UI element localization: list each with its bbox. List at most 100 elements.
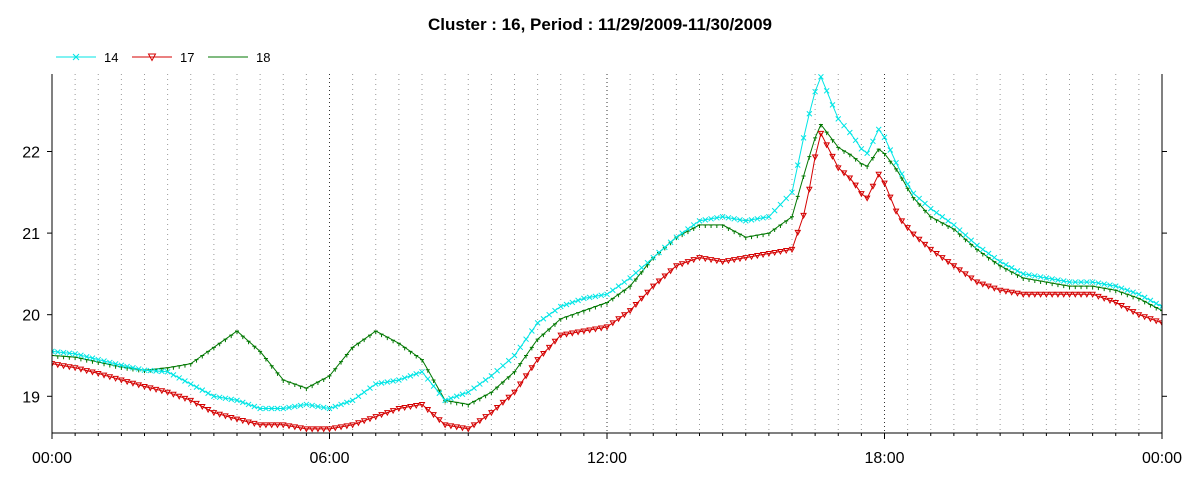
data-point xyxy=(794,162,801,168)
data-point xyxy=(309,402,316,409)
data-point xyxy=(1078,279,1084,285)
data-point xyxy=(268,422,276,429)
data-point xyxy=(794,229,802,236)
data-point xyxy=(500,362,506,369)
data-point xyxy=(633,278,638,282)
data-point xyxy=(297,402,304,409)
data-point xyxy=(621,279,628,285)
data-point xyxy=(917,203,922,208)
data-point xyxy=(378,380,385,386)
data-point xyxy=(523,336,529,343)
data-point xyxy=(193,400,200,407)
data-point xyxy=(391,339,396,344)
data-point xyxy=(1049,276,1056,282)
data-point xyxy=(274,422,281,429)
data-point xyxy=(1141,294,1148,301)
data-point xyxy=(268,405,275,412)
data-point xyxy=(545,344,553,351)
data-point xyxy=(755,234,760,239)
data-point xyxy=(847,153,852,158)
data-point xyxy=(279,422,287,429)
data-point xyxy=(673,234,680,241)
data-point xyxy=(691,227,696,232)
data-point xyxy=(760,214,766,221)
data-point xyxy=(1060,278,1067,284)
data-point xyxy=(344,353,349,358)
data-point xyxy=(216,394,223,401)
data-point xyxy=(1158,320,1162,327)
data-point xyxy=(198,403,206,411)
data-point xyxy=(512,371,517,375)
data-point xyxy=(442,397,448,404)
data-point xyxy=(118,377,125,384)
data-point xyxy=(1131,295,1136,300)
data-point xyxy=(235,330,239,335)
data-point xyxy=(1008,264,1015,271)
grid xyxy=(74,74,1140,433)
data-point xyxy=(992,261,997,265)
data-point xyxy=(141,383,148,391)
data-point xyxy=(790,216,794,220)
data-point xyxy=(361,389,368,396)
data-point xyxy=(818,74,824,80)
data-point xyxy=(576,312,581,316)
data-point xyxy=(383,410,391,417)
data-point xyxy=(1112,299,1120,306)
data-point xyxy=(535,338,540,343)
data-point xyxy=(720,224,725,228)
data-point xyxy=(574,329,582,336)
data-point xyxy=(1060,291,1068,298)
data-point xyxy=(951,228,956,233)
data-point xyxy=(661,273,669,280)
data-point xyxy=(518,363,523,367)
data-point xyxy=(922,200,928,207)
data-point xyxy=(887,147,894,153)
data-point xyxy=(898,218,906,225)
data-point xyxy=(118,362,125,369)
data-point xyxy=(846,175,854,182)
data-point xyxy=(709,224,714,228)
data-point xyxy=(107,363,112,368)
data-point xyxy=(732,230,737,235)
data-point xyxy=(315,381,320,386)
data-point xyxy=(310,384,315,389)
data-point xyxy=(263,405,269,412)
data-point xyxy=(448,400,453,405)
data-point xyxy=(258,350,263,355)
data-point xyxy=(997,258,1003,265)
x-tick-label: 12:00 xyxy=(587,450,627,467)
data-point xyxy=(372,381,379,387)
data-point xyxy=(603,324,611,331)
data-point xyxy=(586,327,594,334)
data-point xyxy=(1095,280,1102,286)
data-point xyxy=(141,367,148,374)
data-point xyxy=(1054,291,1062,298)
data-point xyxy=(499,399,507,406)
data-point xyxy=(362,338,367,343)
data-point xyxy=(934,219,939,223)
data-point xyxy=(869,183,877,190)
legend-marker-17 xyxy=(147,53,157,62)
data-point xyxy=(407,373,414,379)
data-point xyxy=(200,354,205,359)
data-point xyxy=(55,355,60,359)
data-point xyxy=(257,405,263,412)
data-point xyxy=(801,175,806,179)
data-point xyxy=(800,212,807,219)
data-point xyxy=(956,227,963,233)
data-point xyxy=(969,243,974,248)
data-point xyxy=(52,361,56,368)
data-point xyxy=(817,130,825,137)
data-point xyxy=(701,256,709,263)
data-point xyxy=(171,366,176,370)
data-point xyxy=(586,294,593,301)
data-point xyxy=(385,336,390,341)
data-point xyxy=(979,281,987,288)
data-point xyxy=(465,389,472,396)
data-point xyxy=(882,153,887,157)
data-point xyxy=(308,426,316,433)
data-point xyxy=(182,364,187,368)
data-point xyxy=(581,310,586,314)
data-point xyxy=(1025,291,1033,298)
data-point xyxy=(730,257,738,264)
